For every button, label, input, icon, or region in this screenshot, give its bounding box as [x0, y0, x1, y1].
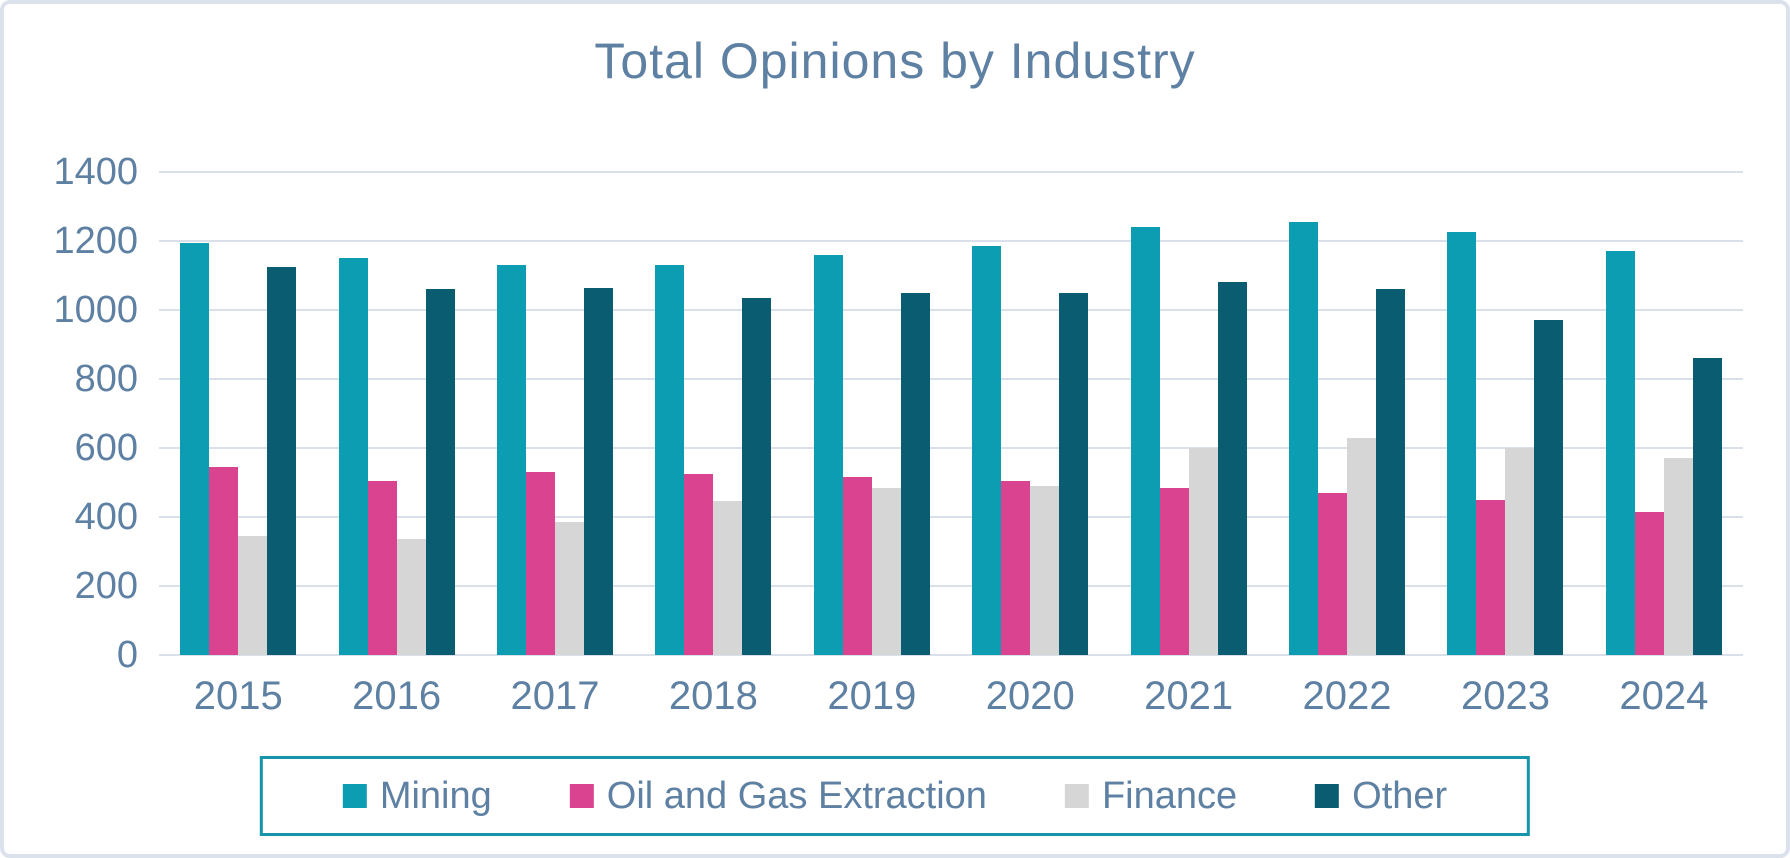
gridline — [159, 654, 1743, 656]
bar-other-2016 — [425, 289, 455, 655]
bar-finance-2024 — [1663, 458, 1693, 655]
gridline — [159, 309, 1743, 311]
x-tick-label: 2020 — [985, 674, 1075, 718]
bar-group-2015 — [159, 172, 317, 655]
x-tick-label: 2018 — [668, 674, 758, 718]
bar-group-2024 — [1585, 172, 1743, 655]
bar-other-2023 — [1534, 320, 1564, 655]
legend-label: Oil and Gas Extraction — [606, 774, 987, 817]
bar-finance-2016 — [396, 539, 426, 655]
bar-group-2021 — [1109, 172, 1267, 655]
bar-oil-and-gas-extraction-2015 — [209, 466, 239, 655]
x-tick-label: 2021 — [1144, 674, 1234, 718]
bar-oil-and-gas-extraction-2020 — [1001, 480, 1031, 655]
bar-finance-2019 — [871, 487, 901, 655]
bar-finance-2020 — [1030, 485, 1060, 655]
legend-label: Mining — [379, 774, 492, 817]
legend-swatch-icon — [342, 784, 367, 808]
legend: Mining Oil and Gas Extraction Finance Other — [259, 756, 1531, 836]
x-tick-label: 2024 — [1619, 674, 1709, 718]
y-tick-label: 0 — [116, 634, 138, 676]
y-tick-label: 600 — [74, 427, 138, 469]
legend-swatch-icon — [1064, 784, 1089, 808]
x-tick-label: 2015 — [193, 674, 283, 718]
y-tick-label: 400 — [74, 496, 138, 538]
y-tick-label: 1400 — [53, 151, 138, 193]
x-tick-label: 2016 — [352, 674, 442, 718]
x-tick-label: 2017 — [510, 674, 600, 718]
bar-other-2018 — [742, 297, 772, 655]
bar-group-2017 — [476, 172, 634, 655]
plot-area — [159, 171, 1743, 656]
x-axis: 2015 2016 2017 2018 2019 2020 2021 2022 2023 2024 — [159, 674, 1743, 719]
bar-other-2017 — [584, 287, 614, 655]
bar-finance-2023 — [1505, 448, 1535, 655]
gridline — [159, 447, 1743, 449]
legend-swatch-icon — [1315, 784, 1340, 808]
bar-group-2020 — [951, 172, 1109, 655]
bar-mining-2020 — [972, 246, 1002, 655]
bar-oil-and-gas-extraction-2023 — [1476, 499, 1506, 655]
legend-swatch-icon — [569, 784, 594, 808]
bar-groups — [159, 172, 1743, 655]
x-tick-label: 2019 — [827, 674, 917, 718]
bar-oil-and-gas-extraction-2016 — [367, 480, 397, 655]
bar-oil-and-gas-extraction-2019 — [842, 477, 872, 655]
bar-other-2015 — [267, 266, 297, 655]
y-tick-label: 1000 — [53, 289, 138, 331]
bar-finance-2021 — [1188, 448, 1218, 655]
bar-oil-and-gas-extraction-2021 — [1159, 487, 1189, 655]
bar-group-2019 — [793, 172, 951, 655]
bar-group-2022 — [1268, 172, 1426, 655]
bar-mining-2017 — [497, 265, 527, 655]
bar-finance-2017 — [555, 522, 585, 655]
bar-mining-2015 — [180, 242, 210, 655]
bar-group-2023 — [1426, 172, 1584, 655]
gridline — [159, 171, 1743, 173]
legend-item-finance: Finance — [1064, 774, 1238, 818]
gridline — [159, 378, 1743, 380]
bar-mining-2019 — [813, 254, 843, 655]
bar-other-2021 — [1217, 282, 1247, 655]
chart-title: Total Opinions by Industry — [594, 33, 1196, 89]
bar-other-2024 — [1692, 358, 1722, 655]
y-tick-label: 1200 — [53, 220, 138, 262]
bar-oil-and-gas-extraction-2018 — [684, 473, 714, 655]
legend-label: Finance — [1101, 774, 1238, 817]
bar-mining-2018 — [655, 265, 685, 655]
gridline — [159, 585, 1743, 587]
bar-finance-2018 — [713, 501, 743, 655]
bar-mining-2023 — [1447, 232, 1477, 655]
bar-mining-2021 — [1130, 227, 1160, 655]
bar-mining-2016 — [338, 258, 368, 655]
x-tick-label: 2022 — [1302, 674, 1392, 718]
bar-finance-2022 — [1347, 437, 1377, 655]
legend-item-oil-and-gas-extraction: Oil and Gas Extraction — [569, 774, 987, 818]
bar-finance-2015 — [238, 535, 268, 655]
bar-other-2020 — [1059, 292, 1089, 655]
legend-item-other: Other — [1315, 775, 1447, 818]
gridline — [159, 516, 1743, 518]
bar-oil-and-gas-extraction-2022 — [1318, 492, 1348, 655]
y-tick-label: 800 — [74, 358, 138, 400]
bar-group-2016 — [317, 172, 475, 655]
gridline — [159, 240, 1743, 242]
y-tick-label: 200 — [74, 565, 138, 607]
legend-item-mining: Mining — [342, 774, 492, 818]
bar-oil-and-gas-extraction-2024 — [1634, 511, 1664, 655]
bar-mining-2024 — [1605, 251, 1635, 655]
bar-other-2019 — [900, 292, 930, 655]
bar-other-2022 — [1376, 289, 1406, 655]
legend-label: Other — [1352, 774, 1448, 817]
bar-oil-and-gas-extraction-2017 — [526, 472, 556, 655]
bar-mining-2022 — [1289, 222, 1319, 655]
y-axis: 0 200 400 600 800 1000 1200 1400 — [22, 153, 138, 674]
x-tick-label: 2023 — [1460, 674, 1550, 718]
bar-group-2018 — [634, 172, 792, 655]
